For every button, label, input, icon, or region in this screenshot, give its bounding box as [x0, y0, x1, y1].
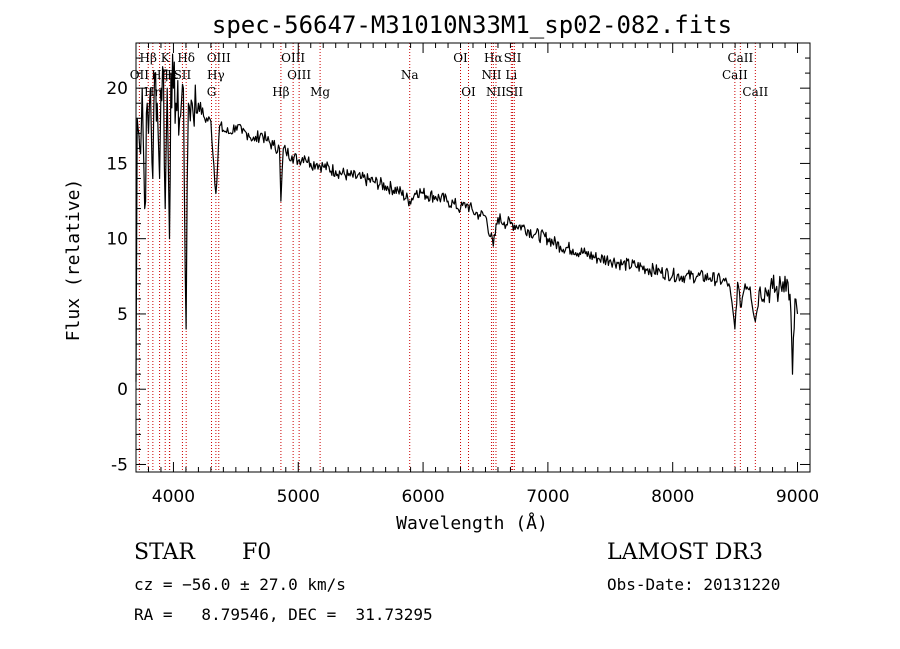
line-marker-label: OIII: [281, 51, 305, 65]
x-tick-label: 7000: [526, 487, 569, 507]
line-marker-label: Hη: [144, 85, 162, 99]
line-marker-label: CaII: [722, 68, 748, 82]
line-marker-label: Mg: [310, 85, 330, 99]
chart-title: spec-56647-M31010N33M1_sp02-082.fits: [212, 11, 732, 39]
line-marker-label: NII: [486, 85, 506, 99]
coordinates-text: RA = 8.79546, DEC = 31.73295: [134, 605, 433, 624]
line-marker-label: OII: [130, 68, 150, 82]
line-marker-label: Na: [401, 68, 419, 82]
redshift-text: cz = −56.0 ± 27.0 km/s: [134, 575, 346, 594]
line-marker-label: NII: [481, 68, 501, 82]
y-tick-label: 20: [106, 79, 128, 99]
line-marker-label: Hβ: [140, 51, 157, 65]
x-tick-label: 8000: [651, 487, 694, 507]
line-marker-label: OIII: [287, 68, 311, 82]
x-tick-label: 5000: [277, 487, 320, 507]
x-tick-label: 4000: [152, 487, 195, 507]
line-marker-label: OIII: [207, 51, 231, 65]
x-tick-label: 6000: [401, 487, 444, 507]
line-marker-label: CaII: [742, 85, 768, 99]
y-tick-label: 15: [106, 154, 128, 174]
line-marker-label: Hγ: [207, 68, 225, 82]
obs-date-text: Obs-Date: 20131220: [607, 575, 781, 594]
spectrum-line: [135, 53, 799, 382]
line-marker-label: CaII: [727, 51, 753, 65]
x-tick-label: 9000: [776, 487, 819, 507]
survey-name: LAMOST DR3: [607, 540, 763, 565]
object-class: STAR: [134, 540, 195, 565]
y-tick-label: 5: [117, 305, 128, 325]
line-marker-label: SII: [174, 68, 192, 82]
line-marker-label: Hδ: [177, 51, 195, 65]
line-marker-label: K: [161, 51, 171, 65]
line-marker-label: OI: [453, 51, 468, 65]
plot-area: [135, 53, 799, 382]
y-tick-label: 0: [117, 380, 128, 400]
object-subclass: F0: [242, 540, 272, 565]
line-marker-label: G: [207, 85, 217, 99]
y-axis-label: Flux (relative): [63, 179, 84, 342]
line-marker-label: SII: [504, 51, 522, 65]
line-marker-label: Hβ: [272, 85, 289, 99]
x-axis-label: Wavelength (Å): [396, 512, 548, 534]
y-axis: -5 0 5 10 15 20: [106, 57, 810, 475]
line-marker-label: H: [164, 68, 174, 82]
plot-frame: [135, 42, 811, 473]
line-marker-label: SII: [505, 85, 523, 99]
line-marker-label: Li: [505, 68, 517, 82]
line-marker-label: Hα: [484, 51, 503, 65]
y-tick-label: 10: [106, 230, 128, 250]
line-marker-label: OI: [461, 85, 476, 99]
x-axis: 4000 5000 6000 7000 8000 9000: [135, 43, 819, 507]
y-tick-label: -5: [111, 455, 128, 475]
